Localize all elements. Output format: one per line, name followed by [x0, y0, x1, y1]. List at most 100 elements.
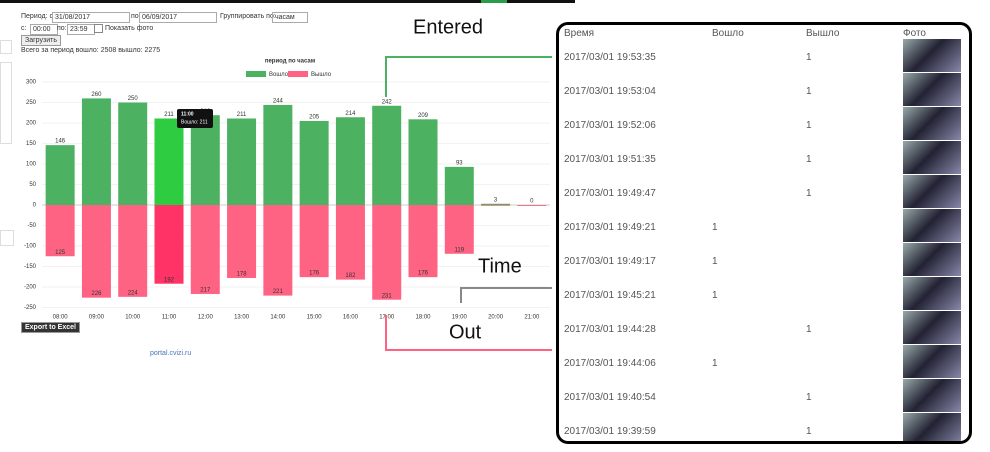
x-tick-label: 17:00 — [379, 315, 395, 321]
time-cell: 2017/03/01 19:49:21 — [564, 222, 656, 233]
column-header: Вышло — [806, 28, 840, 39]
load-button[interactable]: Загрузить — [21, 35, 61, 46]
bar — [299, 205, 329, 278]
bar — [118, 102, 148, 205]
out-cell: 1 — [806, 154, 812, 165]
checkbox[interactable] — [94, 24, 103, 33]
sidebar-box — [0, 62, 12, 144]
value-label: 242 — [382, 99, 393, 105]
time-cell: 2017/03/01 19:49:47 — [564, 188, 656, 199]
bar — [227, 205, 257, 278]
time-cell: 2017/03/01 19:49:17 — [564, 256, 656, 267]
bar — [154, 118, 184, 205]
annotation: Entered — [413, 16, 483, 38]
time-cell: 2017/03/01 19:40:54 — [564, 392, 656, 403]
bar — [81, 98, 111, 205]
x-tick-label: 08:00 — [53, 315, 69, 321]
photo — [903, 209, 961, 242]
select[interactable]: 00:00 — [30, 24, 58, 35]
value-label: 0 — [530, 199, 534, 205]
bar — [81, 205, 111, 298]
bar — [263, 205, 293, 296]
bar — [372, 205, 402, 300]
bar — [154, 205, 184, 284]
summary: Всего за период вошло: 2508 вышло: 2275 — [21, 47, 161, 54]
callout-line — [460, 287, 552, 303]
annotation: Time — [478, 255, 522, 277]
photo — [903, 277, 961, 310]
y-tick-label: 0 — [33, 203, 37, 209]
x-tick-label: 13:00 — [234, 315, 250, 321]
photo — [903, 413, 961, 441]
y-tick-label: -50 — [27, 223, 36, 229]
x-tick-label: 19:00 — [452, 315, 468, 321]
time-cell: 2017/03/01 19:39:59 — [564, 426, 656, 437]
export-button[interactable]: Export to Excel — [21, 322, 80, 333]
value-label: 224 — [128, 290, 139, 296]
bar — [190, 115, 220, 205]
x-tick-label: 16:00 — [343, 315, 359, 321]
legend-swatch — [288, 71, 308, 77]
bar — [118, 205, 148, 297]
value-label: 119 — [454, 247, 464, 253]
date-input[interactable]: 06/09/2017 — [139, 12, 217, 23]
photo — [903, 311, 961, 344]
bar — [481, 203, 511, 205]
bar — [45, 145, 75, 205]
top-bar — [0, 0, 575, 3]
footer-link[interactable]: portal.cvizi.ru — [150, 350, 192, 357]
callout-line — [385, 56, 552, 97]
photo — [903, 345, 961, 378]
value-label: 93 — [456, 160, 463, 166]
tooltip — [177, 109, 213, 128]
value-label: 192 — [164, 277, 175, 283]
value-label: 214 — [345, 111, 356, 117]
y-tick-label: 50 — [29, 182, 36, 188]
photo — [903, 175, 961, 208]
x-tick-label: 12:00 — [198, 315, 214, 321]
callout-line — [385, 315, 552, 351]
value-label: 176 — [309, 271, 320, 277]
bar — [444, 205, 474, 254]
value-label: 217 — [200, 288, 211, 294]
value-label: 211 — [237, 112, 247, 118]
time-cell: 2017/03/01 19:53:35 — [564, 52, 656, 63]
sidebar-box — [0, 40, 12, 54]
out-cell: 1 — [806, 426, 812, 437]
legend-label: Вошло — [269, 72, 289, 78]
photo — [903, 243, 961, 276]
in-cell: 1 — [712, 358, 718, 369]
y-tick-label: 100 — [26, 162, 37, 168]
x-tick-label: 11:00 — [162, 315, 177, 321]
select[interactable]: часам — [272, 12, 308, 23]
y-tick-label: 250 — [26, 100, 37, 106]
x-tick-label: 10:00 — [125, 315, 141, 321]
in-cell: 1 — [712, 290, 718, 301]
value-label: 211 — [164, 112, 174, 118]
y-tick-label: -100 — [24, 244, 37, 250]
value-label: 3 — [494, 197, 498, 203]
out-cell: 1 — [806, 188, 812, 199]
photo — [903, 39, 961, 72]
date-input[interactable]: 31/08/2017 — [52, 12, 130, 23]
y-tick-label: 300 — [26, 80, 37, 86]
bar — [45, 205, 75, 257]
tooltip-text: Вошло: 211 — [181, 119, 208, 125]
bar — [299, 120, 329, 205]
time-cell: 2017/03/01 19:53:04 — [564, 86, 656, 97]
bar — [263, 104, 293, 205]
out-cell: 1 — [806, 86, 812, 97]
time-cell: 2017/03/01 19:52:06 — [564, 120, 656, 131]
bar — [408, 205, 438, 278]
value-label: 209 — [418, 113, 429, 119]
value-label: 182 — [345, 273, 356, 279]
value-label: 221 — [273, 289, 284, 295]
x-tick-label: 21:00 — [524, 315, 540, 321]
out-cell: 1 — [806, 324, 812, 335]
out-cell: 1 — [806, 120, 812, 131]
y-tick-label: 150 — [26, 141, 37, 147]
x-tick-label: 14:00 — [270, 315, 286, 321]
value-label: 226 — [91, 291, 102, 297]
in-cell: 1 — [712, 222, 718, 233]
